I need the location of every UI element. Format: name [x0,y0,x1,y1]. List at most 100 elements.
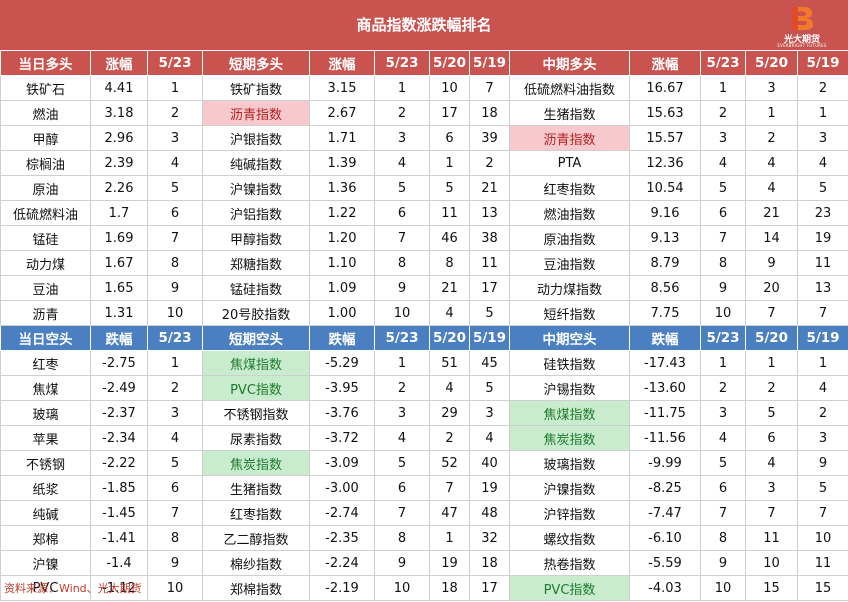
table-cell: 7 [745,300,798,326]
table-cell: 40 [469,450,510,476]
table-cell: 1.71 [309,125,375,151]
table-cell: -2.19 [309,575,375,601]
table-cell: 不锈钢 [0,450,91,476]
table-cell: 6 [700,200,746,226]
table-cell: 3 [374,125,430,151]
table-cell: 17 [429,100,470,126]
table-cell: 短纤指数 [509,300,630,326]
table-cell: 不锈钢指数 [202,400,310,426]
table-cell: 4.41 [90,75,148,101]
table-cell: 2 [797,400,848,426]
table-cell: -2.24 [309,550,375,576]
table-row: 燃油 3.18 2 沥青指数 2.67 2 17 18 生猪指数 15.63 2 1 1 [0,100,848,126]
table-cell: 焦炭指数 [202,450,310,476]
table-cell: 4 [745,450,798,476]
table-row: 锰硅 1.69 7 甲醇指数 1.20 7 46 38 原油指数 9.13 7 14 19 [0,225,848,251]
table-cell: PVC [0,575,91,601]
table-cell: 3.15 [309,75,375,101]
table-row: 甲醇 2.96 3 沪银指数 1.71 3 6 39 沥青指数 15.57 3 2 3 [0,125,848,151]
table-cell: 低硫燃料油 [0,200,91,226]
table-cell: 5 [374,450,430,476]
column-header: 涨幅 [629,50,701,76]
table-cell: 沪镍指数 [509,475,630,501]
column-header: 5/19 [797,50,848,76]
table-cell: 2 [700,375,746,401]
table-cell: 15 [745,575,798,601]
column-header: 中期空头 [509,325,630,351]
table-cell: 1 [147,75,203,101]
table-cell: 棉纱指数 [202,550,310,576]
title-bar: 商品指数涨跌幅排名 光大期货 EVERBRIGHT FUTURES [0,0,848,50]
column-header: 当日空头 [0,325,91,351]
table-cell: 19 [429,550,470,576]
table-cell: 18 [429,575,470,601]
table-cell: -2.34 [90,425,148,451]
table-cell: 动力煤指数 [509,275,630,301]
table-cell: 5 [700,450,746,476]
table-cell: 1 [429,150,470,176]
table-cell: 郑糖指数 [202,250,310,276]
column-header: 中期多头 [509,50,630,76]
table-cell: 9 [745,250,798,276]
table-cell: 32 [469,525,510,551]
table-cell: 8 [429,250,470,276]
table-cell: 1.7 [90,200,148,226]
column-header: 5/23 [374,50,430,76]
column-header: 5/23 [700,50,746,76]
column-header: 短期空头 [202,325,310,351]
table-cell: 9 [147,275,203,301]
table-cell: 硅铁指数 [509,350,630,376]
table-cell: 沪镍指数 [202,175,310,201]
table-cell: 1.36 [309,175,375,201]
table-row: 不锈钢 -2.22 5 焦炭指数 -3.09 5 52 40 玻璃指数 -9.99 5 4 9 [0,450,848,476]
table-cell: 12.36 [629,150,701,176]
table-cell: 7 [700,225,746,251]
table-cell: 沪镍 [0,550,91,576]
table-cell: 6 [147,475,203,501]
table-cell: 1 [700,350,746,376]
table-cell: PVC指数 [509,575,630,601]
table-cell: 4 [147,150,203,176]
table-cell: 2 [429,425,470,451]
table-cell: 7 [797,500,848,526]
table-cell: -2.75 [90,350,148,376]
table-cell: 3.18 [90,100,148,126]
table-cell: -1.4 [90,550,148,576]
brand-logo: 光大期货 EVERBRIGHT FUTURES [770,6,834,48]
table-cell: 19 [469,475,510,501]
table-cell: 2 [147,100,203,126]
table-cell: 16.67 [629,75,701,101]
table-cell: 1.69 [90,225,148,251]
column-header: 跌幅 [90,325,148,351]
table-cell: 39 [469,125,510,151]
table-cell: 2 [700,100,746,126]
column-header: 跌幅 [309,325,375,351]
table-cell: 5 [797,475,848,501]
table-cell: 4 [147,425,203,451]
table-cell: -3.72 [309,425,375,451]
table-cell: -2.37 [90,400,148,426]
table-cell: 3 [374,400,430,426]
table-cell: 5 [469,375,510,401]
column-header: 5/23 [374,325,430,351]
table-cell: -3.95 [309,375,375,401]
table-cell: 4 [429,375,470,401]
table-cell: 8.56 [629,275,701,301]
table-cell: -13.60 [629,375,701,401]
table-cell: 7 [469,75,510,101]
table-cell: 18 [469,100,510,126]
brand-logo-name: 光大期货 [783,35,820,45]
table-cell: 焦煤 [0,375,91,401]
table-cell: 1.22 [309,200,375,226]
column-header: 涨幅 [90,50,148,76]
table-cell: 17 [469,275,510,301]
table-cell: 1 [147,350,203,376]
brand-logo-subtitle: EVERBRIGHT FUTURES [777,43,827,48]
table-cell: 2 [147,375,203,401]
table-cell: -11.75 [629,400,701,426]
table-cell: 纯碱 [0,500,91,526]
table-cell: 甲醇 [0,125,91,151]
table-cell: 10 [797,525,848,551]
table-cell: 1.10 [309,250,375,276]
